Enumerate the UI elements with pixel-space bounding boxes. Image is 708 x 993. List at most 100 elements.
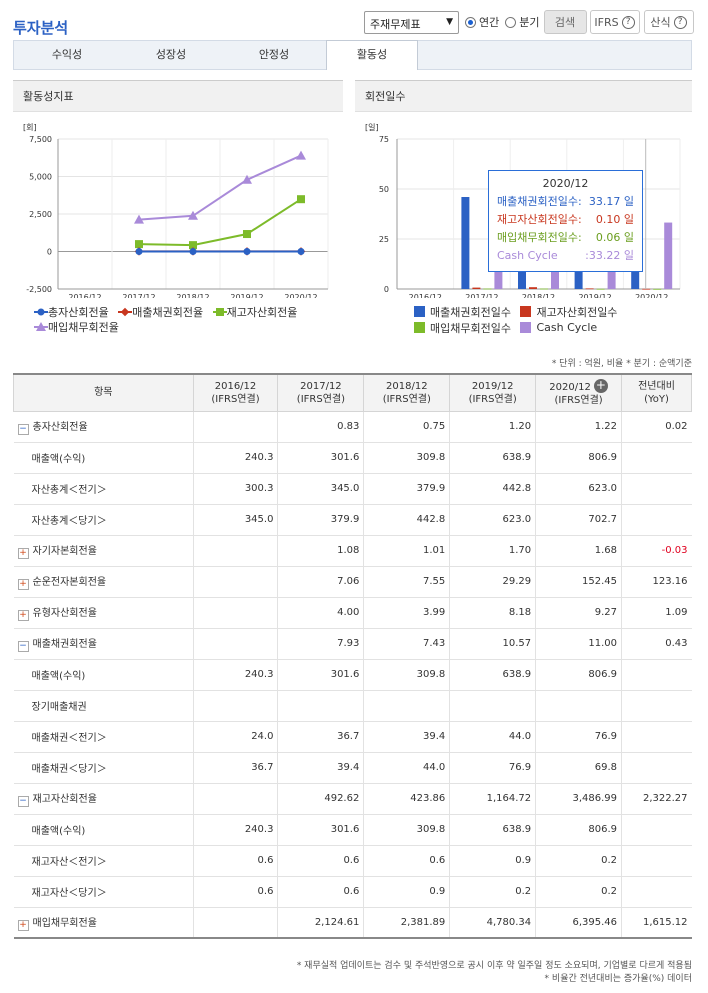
- legend-item[interactable]: 매출채권회전율: [118, 304, 203, 319]
- table-cell: 638.9: [449, 659, 536, 691]
- tooltip-label: 재고자산회전일수:: [497, 213, 582, 226]
- table-cell: 69.8: [535, 752, 622, 784]
- table-cell: 638.9: [449, 814, 536, 846]
- table-cell: [621, 814, 692, 846]
- table-cell: 9.27: [535, 597, 622, 629]
- legend-item[interactable]: Cash Cycle: [520, 320, 597, 335]
- column-header: 전년대비 (YoY): [621, 373, 692, 412]
- table-cell: 2,124.61: [277, 907, 364, 939]
- bar: [664, 222, 673, 289]
- tab-activity[interactable]: 활동성: [326, 40, 418, 70]
- y-tick-label: 5,000: [29, 173, 52, 182]
- row-label-text: 재고자산회전율: [32, 794, 97, 805]
- legend-item[interactable]: 총자산회전율: [34, 304, 109, 319]
- table-cell: 301.6: [277, 659, 364, 691]
- row-label-text: 유형자산회전율: [32, 608, 97, 619]
- series-line: [138, 154, 302, 221]
- collapse-icon[interactable]: −: [17, 424, 29, 435]
- row-label-text: 재고자산＜당기＞: [31, 888, 107, 899]
- x-tick-label: 2018/12: [522, 293, 555, 298]
- expand-icon[interactable]: +: [17, 548, 29, 559]
- table-cell: [449, 690, 536, 722]
- data-point: [243, 230, 251, 239]
- footnote: * 비율간 전년대비는 증가율(%) 데이터: [544, 974, 692, 984]
- legend-swatch: [520, 306, 532, 317]
- activity-line-chart: [회] 7,500 5,000 2,500 0 -2,500 2016/12 2017/12 2…: [23, 123, 329, 298]
- tab-stability[interactable]: 안정성: [258, 48, 290, 61]
- table-cell: [621, 876, 692, 908]
- table-cell: 76.9: [449, 752, 536, 784]
- row-label[interactable]: + 매입채무회전율: [13, 907, 194, 939]
- collapse-icon[interactable]: −: [17, 641, 29, 652]
- header-text: 2016/12: [214, 380, 257, 392]
- row-label: 매출채권＜전기＞: [13, 721, 194, 753]
- legend-item[interactable]: 매출채권회전일수: [414, 304, 511, 319]
- table-cell: 1.22: [535, 411, 622, 443]
- table-cell: [192, 535, 278, 567]
- search-button[interactable]: 검색: [543, 10, 587, 34]
- chart2-header: 회전일수: [355, 80, 692, 112]
- row-label-text: 자산총계＜당기＞: [31, 516, 107, 527]
- data-point: [189, 247, 197, 255]
- legend-item[interactable]: 재고자산회전율: [212, 304, 297, 319]
- x-tick-label: 2019/12: [230, 293, 263, 298]
- collapse-icon[interactable]: −: [17, 796, 29, 807]
- y-tick-label: 75: [379, 135, 389, 144]
- table-cell: 0.02: [621, 411, 692, 443]
- radio-quarter[interactable]: 분기: [505, 14, 540, 30]
- statement-select[interactable]: 주재무제표 ▼: [364, 10, 459, 34]
- table-cell: 0.6: [192, 845, 278, 877]
- table-cell: 1.70: [449, 535, 536, 567]
- legend-item[interactable]: 매입채무회전율: [34, 320, 119, 335]
- table-cell: [363, 690, 450, 722]
- header-text: 2019/12: [471, 380, 514, 392]
- table-header-row: 항목 2016/12 (IFRS연결) 2017/12 (IFRS연결) 2018/12(…: [13, 373, 692, 412]
- legend-item[interactable]: 매입채무회전일수: [414, 320, 511, 335]
- table-cell: 301.6: [277, 814, 364, 846]
- chart-tooltip: 2020/12 매출채권회전일수: 33.17 일 재고자산회전일수: 0.10 일…: [488, 170, 643, 272]
- legend-item[interactable]: 재고자산회전일수: [520, 304, 617, 319]
- legend-label: 매입채무회전일수: [430, 321, 511, 335]
- formula-button[interactable]: 산식?: [643, 10, 694, 34]
- ifrs-button[interactable]: IFRS?: [589, 10, 640, 34]
- bar: [529, 287, 537, 289]
- table-cell: [621, 690, 692, 722]
- bar: [585, 288, 594, 290]
- row-label-text: 자산총계＜전기＞: [31, 485, 107, 496]
- row-label[interactable]: + 유형자산회전율: [13, 597, 194, 629]
- y-tick-label: -2,500: [26, 285, 52, 294]
- table-cell: 806.9: [535, 659, 622, 691]
- row-label[interactable]: + 순운전자본회전율: [13, 566, 194, 598]
- table-cell: 123.16: [621, 566, 692, 598]
- table-cell: 1.01: [363, 535, 450, 567]
- tab-profitability[interactable]: 수익성: [51, 48, 83, 61]
- tab-growth[interactable]: 성장성: [155, 48, 187, 61]
- table-row: − 매출채권회전율 7.93 7.43 10.57 11.00 0.43: [13, 628, 692, 660]
- row-label[interactable]: + 자기자본회전율: [13, 535, 194, 567]
- tooltip-row: 매출채권회전일수: 33.17 일: [497, 193, 634, 211]
- table-cell: 345.0: [192, 504, 278, 536]
- table-cell: 39.4: [363, 721, 450, 753]
- y-tick-label: 25: [379, 235, 389, 244]
- radio-annual-label: 연간: [479, 16, 500, 29]
- expand-icon[interactable]: +: [17, 579, 29, 590]
- table-cell: 3,486.99: [535, 783, 622, 815]
- data-point: [135, 240, 143, 249]
- radio-annual[interactable]: 연간: [465, 14, 499, 30]
- add-icon[interactable]: +: [593, 377, 608, 393]
- table-cell: 0.75: [363, 411, 450, 443]
- table-cell: 0.2: [449, 876, 536, 908]
- column-header: 2018/12 (IFRS연결): [363, 373, 451, 412]
- row-label[interactable]: − 매출채권회전율: [13, 628, 194, 660]
- expand-icon[interactable]: +: [17, 610, 29, 621]
- legend-label: 재고자산회전일수: [536, 305, 618, 319]
- row-label[interactable]: − 총자산회전율: [13, 411, 194, 443]
- expand-icon[interactable]: +: [17, 919, 29, 931]
- table-cell: [192, 411, 278, 443]
- table-row: 매출채권＜전기＞ 24.0 36.7 39.4 44.0 76.9: [13, 721, 692, 753]
- table-cell: [192, 690, 278, 722]
- table-cell: -0.03: [621, 535, 692, 567]
- row-label-text: 매출액(수익): [31, 454, 86, 465]
- row-label[interactable]: − 재고자산회전율: [13, 783, 194, 815]
- table-cell: 76.9: [535, 721, 622, 753]
